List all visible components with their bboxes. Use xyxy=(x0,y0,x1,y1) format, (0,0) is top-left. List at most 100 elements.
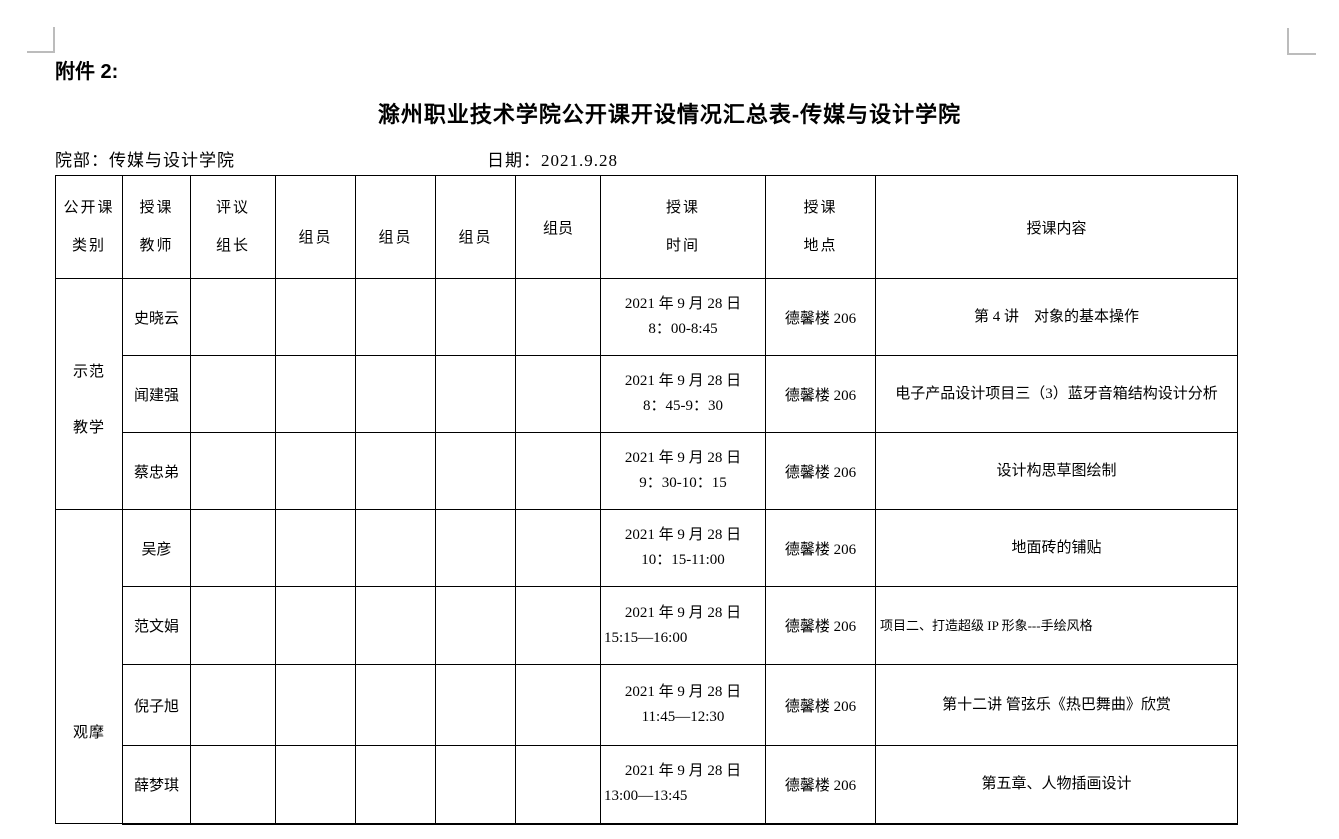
location-cell: 德馨楼 206 xyxy=(765,586,876,665)
empty-cell xyxy=(190,432,276,510)
content-cell: 项目二、打造超级 IP 形象---手绘风格 xyxy=(875,586,1238,665)
table-header-row: 公开课 类别 授课 教师 评议 组长 组员 组员 组员 组员 授课 时间 授课 … xyxy=(55,175,1238,279)
location-cell: 德馨楼 206 xyxy=(765,745,876,825)
content-cell: 电子产品设计项目三（3）蓝牙音箱结构设计分析 xyxy=(875,355,1238,433)
empty-cell xyxy=(435,432,516,510)
time-cell: 2021 年 9 月 28 日 15:15—16:00 xyxy=(600,586,766,665)
teacher-cell: 闻建强 xyxy=(122,355,191,433)
empty-cell xyxy=(355,355,436,433)
location-cell: 德馨楼 206 xyxy=(765,509,876,587)
attachment-label: 附件 2: xyxy=(55,61,119,83)
location-cell: 德馨楼 206 xyxy=(765,664,876,746)
empty-cell xyxy=(190,745,276,825)
empty-cell xyxy=(355,664,436,746)
header-content: 授课内容 xyxy=(875,175,1238,279)
class-time: 10：15-11:00 xyxy=(641,552,725,568)
table-row: 薛梦琪 2021 年 9 月 28 日 13:00—13:45 德馨楼 206 … xyxy=(56,745,1238,825)
header-teacher: 授课 教师 xyxy=(122,175,191,279)
location-cell: 德馨楼 206 xyxy=(765,355,876,433)
header-time-line1: 授课 xyxy=(665,200,700,216)
empty-cell xyxy=(190,355,276,433)
empty-cell xyxy=(355,432,436,510)
empty-cell xyxy=(515,745,601,825)
open-class-summary-table: 公开课 类别 授课 教师 评议 组长 组员 组员 组员 组员 授课 时间 授课 … xyxy=(55,175,1238,825)
header-category: 公开课 类别 xyxy=(55,175,123,279)
header-member-2-label: 组员 xyxy=(378,229,413,246)
teacher-cell: 蔡忠弟 xyxy=(122,432,191,510)
category-demo-line1: 示范 xyxy=(72,364,105,380)
empty-cell xyxy=(275,278,356,356)
class-time: 9：30-10：15 xyxy=(639,475,727,491)
content-cell: 第十二讲 管弦乐《热巴舞曲》欣赏 xyxy=(875,664,1238,746)
header-category-line1: 公开课 xyxy=(63,200,115,216)
table-row: 倪子旭 2021 年 9 月 28 日 11:45—12:30 德馨楼 206 … xyxy=(56,664,1238,746)
empty-cell xyxy=(355,586,436,665)
empty-cell xyxy=(190,664,276,746)
header-category-line2: 类别 xyxy=(71,238,106,254)
empty-cell xyxy=(435,664,516,746)
class-time: 13:00—13:45 xyxy=(604,788,688,805)
header-member-4: 组员 xyxy=(515,175,601,279)
department-label: 院部：传媒与设计学院 xyxy=(55,151,235,170)
class-date: 2021 年 9 月 28 日 xyxy=(624,527,742,543)
empty-cell xyxy=(515,355,601,433)
header-review-leader-line1: 评议 xyxy=(215,200,250,216)
category-cell-demo-teaching: 示范 教学 xyxy=(55,278,123,510)
header-member-2: 组员 xyxy=(355,175,436,279)
table-row: 闻建强 2021 年 9 月 28 日 8：45-9：30 德馨楼 206 电子… xyxy=(56,355,1238,433)
time-cell: 2021 年 9 月 28 日 8：45-9：30 xyxy=(600,355,766,433)
empty-cell xyxy=(355,278,436,356)
time-cell: 2021 年 9 月 28 日 10：15-11:00 xyxy=(600,509,766,587)
header-time-line2: 时间 xyxy=(665,238,700,254)
category-cell-observation: 观摩 xyxy=(55,509,123,824)
empty-cell xyxy=(275,355,356,433)
header-location-line1: 授课 xyxy=(803,200,838,216)
class-time: 15:15—16:00 xyxy=(604,629,688,646)
empty-cell xyxy=(435,586,516,665)
table-row: 蔡忠弟 2021 年 9 月 28 日 9：30-10：15 德馨楼 206 设… xyxy=(56,432,1238,510)
time-cell: 2021 年 9 月 28 日 11:45—12:30 xyxy=(600,664,766,746)
empty-cell xyxy=(515,586,601,665)
empty-cell xyxy=(515,278,601,356)
empty-cell xyxy=(275,432,356,510)
content-cell: 地面砖的铺贴 xyxy=(875,509,1238,587)
page-margin-mark-top-right xyxy=(1287,28,1316,55)
class-date: 2021 年 9 月 28 日 xyxy=(624,684,742,700)
table-row: 观摩 吴彦 2021 年 9 月 28 日 10：15-11:00 德馨楼 20… xyxy=(55,509,1238,824)
class-time: 11:45—12:30 xyxy=(641,709,725,725)
content-cell: 第 4 讲 对象的基本操作 xyxy=(875,278,1238,356)
header-location: 授课 地点 xyxy=(765,175,876,279)
empty-cell xyxy=(275,664,356,746)
category-observe-label: 观摩 xyxy=(72,724,105,741)
time-cell: 2021 年 9 月 28 日 8：00-8:45 xyxy=(600,278,766,356)
empty-cell xyxy=(355,745,436,825)
empty-cell xyxy=(435,278,516,356)
empty-cell xyxy=(190,586,276,665)
time-cell: 2021 年 9 月 28 日 9：30-10：15 xyxy=(600,432,766,510)
class-date: 2021 年 9 月 28 日 xyxy=(624,296,742,312)
teacher-cell: 范文娟 xyxy=(122,586,191,665)
header-member-3-label: 组员 xyxy=(458,229,493,246)
content-cell: 设计构思草图绘制 xyxy=(875,432,1238,510)
empty-cell xyxy=(515,509,601,587)
empty-cell xyxy=(435,355,516,433)
header-review-leader: 评议 组长 xyxy=(190,175,276,279)
teacher-cell: 吴彦 xyxy=(122,509,191,587)
header-time: 授课 时间 xyxy=(600,175,766,279)
empty-cell xyxy=(275,586,356,665)
time-cell: 2021 年 9 月 28 日 13:00—13:45 xyxy=(600,745,766,825)
class-time: 8：00-8:45 xyxy=(648,321,718,337)
class-date: 2021 年 9 月 28 日 xyxy=(624,373,742,389)
empty-cell xyxy=(515,432,601,510)
empty-cell xyxy=(190,509,276,587)
header-member-1-label: 组员 xyxy=(298,229,333,246)
header-teacher-line2: 教师 xyxy=(139,238,174,254)
header-member-1: 组员 xyxy=(275,175,356,279)
header-teacher-line1: 授课 xyxy=(139,200,174,216)
header-member-3: 组员 xyxy=(435,175,516,279)
teacher-cell: 倪子旭 xyxy=(122,664,191,746)
header-review-leader-line2: 组长 xyxy=(215,238,250,254)
category-demo-line2: 教学 xyxy=(72,420,105,436)
table-row: 示范 教学 史晓云 2021 年 9 月 28 日 8：00-8:45 德馨楼 … xyxy=(55,278,1238,510)
empty-cell xyxy=(275,509,356,587)
